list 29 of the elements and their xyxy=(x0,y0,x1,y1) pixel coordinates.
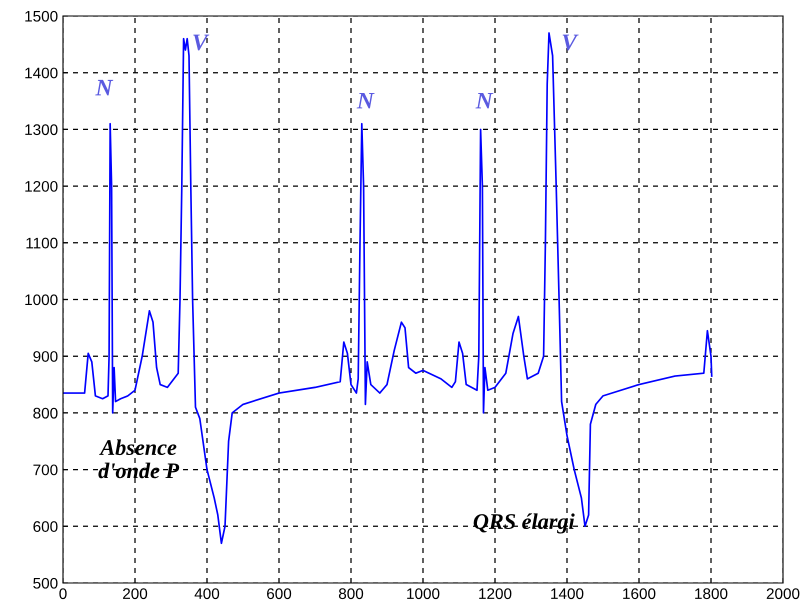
x-tick-label: 2000 xyxy=(766,588,800,600)
annotation: QRS élargi xyxy=(474,513,575,534)
y-tick-label: 600 xyxy=(33,521,58,532)
y-tick-label: 1000 xyxy=(25,294,58,306)
x-tick-label: 600 xyxy=(267,588,292,600)
x-tick-label: 800 xyxy=(338,588,364,600)
y-tick-label: 500 xyxy=(33,578,58,589)
annotation: N xyxy=(356,92,375,108)
x-tick-label: 400 xyxy=(194,588,220,600)
x-tick-label: 1400 xyxy=(551,588,584,600)
y-tick-label: 1400 xyxy=(25,68,58,78)
x-tick-label: 0 xyxy=(59,588,67,600)
y-tick-label: 800 xyxy=(33,408,58,419)
y-tick-label: 900 xyxy=(33,351,58,362)
annotation: V xyxy=(193,34,210,50)
line-series xyxy=(63,32,713,544)
x-tick-label: 200 xyxy=(123,588,148,600)
annotation: N xyxy=(95,80,114,96)
annotation: N xyxy=(475,92,494,108)
x-tick-label: 1200 xyxy=(479,588,512,600)
y-tick-label: 1500 xyxy=(25,10,58,22)
annotation: V xyxy=(562,34,579,50)
x-tick-label: 1000 xyxy=(407,588,440,600)
x-tick-label: 1800 xyxy=(695,588,728,600)
y-tick-label: 1100 xyxy=(26,238,58,248)
y-tick-label: 1300 xyxy=(25,124,58,136)
y-tick-label: 1200 xyxy=(25,180,58,192)
y-tick-label: 700 xyxy=(33,464,58,476)
x-tick-label: 1600 xyxy=(623,588,656,600)
